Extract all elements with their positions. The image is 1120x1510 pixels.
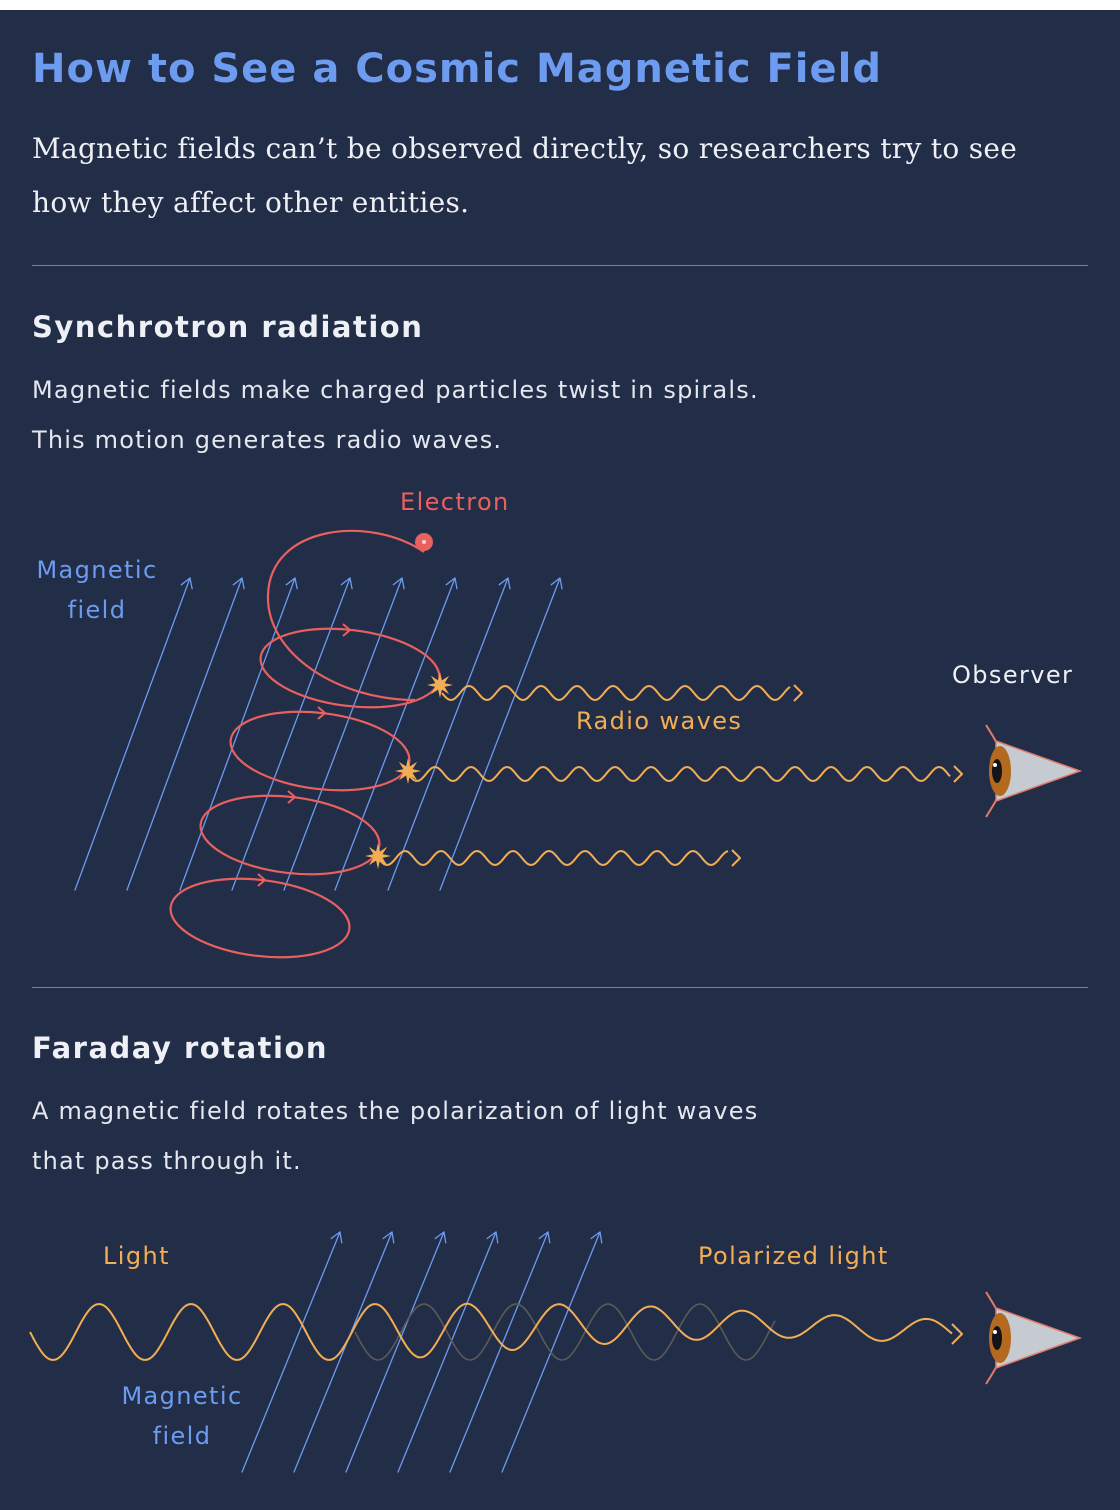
sync-eye-pupil <box>992 759 1002 783</box>
emission-flash-1 <box>427 672 453 698</box>
radio-waves <box>365 672 963 869</box>
observer-eye-icon <box>985 1291 1083 1385</box>
synchrotron-description: Magnetic fields make charged particles t… <box>32 365 992 465</box>
divider <box>32 265 1088 266</box>
faraday-field-line-3-head <box>434 1231 447 1244</box>
field-line-2-head <box>232 577 245 590</box>
field-line-6-head <box>445 577 458 590</box>
electron-dot-center <box>422 540 426 544</box>
infographic-panel: How to See a Cosmic Magnetic Field Magne… <box>0 10 1120 1510</box>
sync-eye-glint <box>993 763 997 767</box>
radio-wave-3 <box>377 850 729 866</box>
magnetic-field-lines <box>241 1231 603 1473</box>
magnetic-field-lines <box>74 577 563 891</box>
sync-field-label-line1: Magnetic <box>36 556 158 584</box>
page-title: How to See a Cosmic Magnetic Field <box>32 46 882 92</box>
spiral-direction-arrow-1 <box>342 623 352 637</box>
faraday-field-line-2 <box>293 1231 393 1473</box>
field-line-4 <box>231 577 351 891</box>
field-line-8 <box>439 577 561 891</box>
field-line-8-head <box>550 577 563 590</box>
polarized-light-wave-head <box>951 1323 963 1345</box>
radio-wave-2-head <box>953 765 963 783</box>
radio-wave-2 <box>407 766 951 782</box>
faraday-eye-pupil <box>992 1326 1002 1350</box>
faraday-field-line-3 <box>345 1231 445 1473</box>
faraday-description: A magnetic field rotates the polarizatio… <box>32 1086 992 1186</box>
intro-text: Magnetic fields can’t be observed direct… <box>32 132 1018 219</box>
radio-wave-1-head <box>793 684 803 702</box>
field-line-1 <box>74 577 191 891</box>
radio-wave-3-head <box>731 849 741 867</box>
faraday-field-line-5-head <box>538 1231 551 1244</box>
faraday-eye-glint <box>993 1330 997 1334</box>
field-line-3-head <box>285 577 298 590</box>
field-line-3 <box>179 577 296 891</box>
electron-spiral-path <box>169 529 441 959</box>
field-line-7-head <box>498 577 511 590</box>
field-line-2 <box>126 577 243 891</box>
light-waves <box>29 1302 963 1361</box>
faraday-field-line-5 <box>449 1231 549 1473</box>
observer-label: Observer <box>952 661 1074 689</box>
spiral-loop-top <box>266 529 425 702</box>
faraday-field-line-2-head <box>382 1231 395 1244</box>
synchrotron-description-line1: Magnetic fields make charged particles t… <box>32 376 759 404</box>
faraday-field-line-1-head <box>330 1231 343 1244</box>
field-line-7 <box>387 577 509 891</box>
electron-label: Electron <box>400 488 510 516</box>
spiral-direction-arrow-3 <box>287 790 297 804</box>
faraday-field-label: Magnetic field <box>107 1376 257 1456</box>
polarized-light-wave <box>389 1302 953 1359</box>
faraday-description-line1: A magnetic field rotates the polarizatio… <box>32 1097 759 1125</box>
field-line-5 <box>283 577 403 891</box>
field-line-4-head <box>340 577 353 590</box>
emission-flash-2 <box>395 758 421 784</box>
faraday-field-label-line2: field <box>152 1422 212 1450</box>
synchrotron-diagram <box>74 529 1083 959</box>
faraday-field-line-1 <box>241 1231 341 1473</box>
faraday-field-line-4 <box>397 1231 497 1473</box>
faded-light-wave <box>354 1303 776 1361</box>
divider <box>32 987 1088 988</box>
radio-wave-1 <box>441 685 791 701</box>
faraday-heading: Faraday rotation <box>32 1031 329 1065</box>
faraday-field-label-line1: Magnetic <box>121 1382 243 1410</box>
observer-eye-icon <box>985 724 1083 818</box>
radio-waves-label: Radio waves <box>576 707 743 735</box>
spiral-direction-arrow-2 <box>317 706 327 720</box>
synchrotron-heading: Synchrotron radiation <box>32 310 424 344</box>
spiral-loop-1 <box>259 627 441 709</box>
sync-field-label-line2: field <box>67 596 127 624</box>
field-line-5-head <box>392 577 405 590</box>
sync-field-label: Magnetic field <box>22 550 172 630</box>
field-line-1-head <box>180 577 193 590</box>
faraday-description-line2: that pass through it. <box>32 1147 302 1175</box>
faraday-field-line-6-head <box>590 1231 603 1244</box>
incoming-light-wave <box>29 1303 391 1361</box>
light-label: Light <box>103 1242 170 1270</box>
faraday-field-line-4-head <box>486 1231 499 1244</box>
emission-flash-3 <box>365 843 391 869</box>
field-line-6 <box>334 577 456 891</box>
spiral-direction-arrow-4 <box>257 873 267 887</box>
synchrotron-description-line2: This motion generates radio waves. <box>32 426 503 454</box>
faraday-diagram <box>29 1231 1083 1473</box>
polarized-light-label: Polarized light <box>698 1242 889 1270</box>
